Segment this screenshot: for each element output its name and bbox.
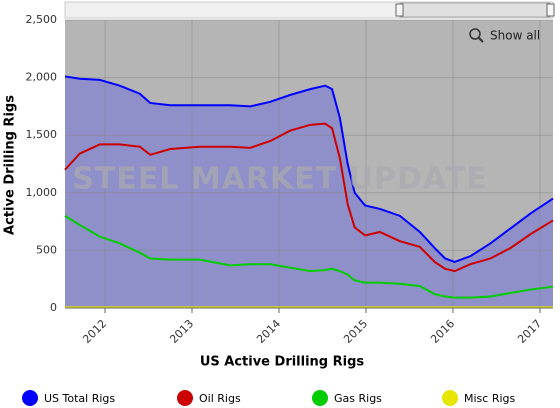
y-tick-label: 0	[50, 301, 57, 314]
legend-marker	[22, 390, 38, 406]
x-tick-label: 2016	[428, 317, 457, 346]
y-axis-title: Active Drilling Rigs	[3, 95, 18, 235]
legend-marker	[177, 390, 193, 406]
y-tick-label: 500	[36, 243, 57, 256]
x-tick-label: 2013	[167, 317, 196, 346]
y-tick-label: 2,500	[26, 13, 58, 26]
legend-text: Oil Rigs	[199, 392, 241, 405]
button-label[interactable]: Show all	[490, 29, 540, 43]
x-tick-label: 2014	[254, 317, 283, 346]
zoom-icon	[469, 28, 481, 40]
series-line	[64, 75, 554, 263]
x-tick-label: 2015	[341, 317, 370, 346]
x-axis-title: US Active Drilling Rigs	[200, 355, 365, 370]
range-handle[interactable]	[546, 3, 555, 17]
x-tick-label: 2017	[515, 317, 544, 346]
legend-text: Misc Rigs	[464, 392, 516, 405]
y-tick-label: 1,000	[26, 186, 58, 199]
y-tick-label: 1,500	[26, 128, 58, 141]
legend-text: Gas Rigs	[334, 392, 382, 405]
series-line	[64, 214, 554, 299]
legend-text: US Total Rigs	[44, 392, 115, 405]
y-tick-label: 2,000	[26, 71, 58, 84]
legend-marker	[442, 390, 458, 406]
range-handle[interactable]	[395, 3, 404, 17]
scrollbar-thumb[interactable]	[399, 2, 551, 18]
x-tick-label: 2012	[80, 317, 109, 346]
zoom-icon	[478, 37, 484, 43]
series-line	[64, 122, 554, 273]
legend-marker	[312, 390, 328, 406]
show-all-button[interactable]: Show all	[469, 28, 540, 43]
watermark: STEEL MARKET UPDATE	[72, 162, 488, 197]
